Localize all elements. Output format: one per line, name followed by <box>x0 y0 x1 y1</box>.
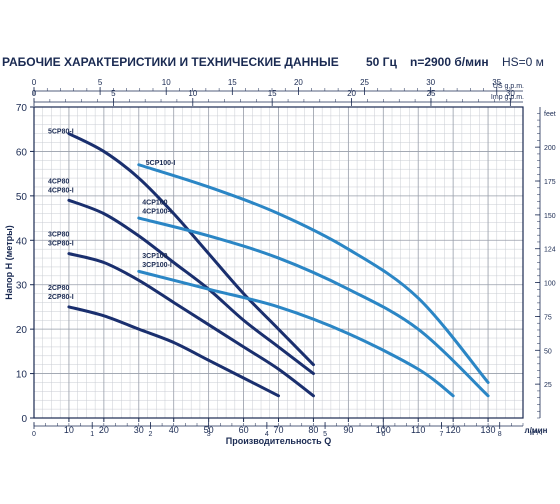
us-gpm-tick-label: 0 <box>32 78 37 87</box>
m3h-tick-label: 3 <box>207 431 211 438</box>
x-tick-label: 130 <box>481 425 496 435</box>
y-tick-label: 10 <box>16 370 28 381</box>
feet-tick-label: 200 <box>544 145 556 152</box>
m3h-tick-label: 5 <box>323 431 327 438</box>
imp-gpm-tick-label: 10 <box>188 89 197 98</box>
feet-tick-label: 150 <box>544 213 556 220</box>
speed-label: n=2900 б/мин <box>410 55 489 69</box>
x-axis-title: Производительность Q <box>226 436 331 446</box>
x-unit-label: л/мин <box>525 426 548 435</box>
m3h-tick-label: 4 <box>265 431 269 438</box>
y-tick-label: 20 <box>16 325 28 336</box>
y-tick-label: 70 <box>16 103 28 114</box>
y-tick-label: 40 <box>16 236 28 247</box>
pump-curve-4 <box>67 305 280 398</box>
imp-gpm-tick-label: 5 <box>111 89 116 98</box>
curve-label: 4CP100 <box>142 200 167 207</box>
curve-label: 3CP100-I <box>142 262 172 269</box>
curve-label: 4CP80-I <box>48 187 74 194</box>
imp-gpm-unit-label: Imp g.p.m. <box>491 94 524 101</box>
feet-tick-label: 75 <box>544 314 552 321</box>
y-tick-label: 60 <box>16 147 28 158</box>
x-tick-label: 90 <box>343 425 353 435</box>
feet-tick-label: 50 <box>544 348 552 355</box>
feet-unit-label: feet <box>544 111 556 118</box>
curve-label: 4CP100-I <box>142 209 172 216</box>
x-tick-label: 20 <box>99 425 109 435</box>
x-tick-label: 50 <box>204 425 214 435</box>
page-title: РАБОЧИЕ ХАРАКТЕРИСТИКИ И ТЕХНИЧЕСКИЕ ДАН… <box>2 55 339 69</box>
x-tick-label: 100 <box>376 425 391 435</box>
m3h-tick-label: 0 <box>32 431 36 438</box>
us-gpm-tick-label: 5 <box>98 78 103 87</box>
us-gpm-tick-label: 35 <box>492 78 501 87</box>
imp-gpm-tick-label: 15 <box>268 89 277 98</box>
x-tick-label: 80 <box>308 425 318 435</box>
m3h-tick-label: 8 <box>498 431 502 438</box>
curve-label: 5CP80-I <box>48 129 74 136</box>
x-tick-label: 70 <box>273 425 283 435</box>
x-tick-label: 120 <box>446 425 461 435</box>
x-tick-label: 110 <box>411 425 425 435</box>
suction-height-label: HS=0 м <box>502 55 544 69</box>
us-gpm-tick-label: 25 <box>360 78 369 87</box>
us-gpm-tick-label: 15 <box>228 78 237 87</box>
curve-label: 3CP80-I <box>48 241 74 248</box>
us-gpm-unit-label: US g.p.m. <box>493 83 524 90</box>
imp-gpm-tick-label: 25 <box>427 89 436 98</box>
curve-label: 2CP80 <box>48 285 70 292</box>
us-gpm-tick-label: 30 <box>426 78 435 87</box>
us-gpm-tick-label: 10 <box>162 78 171 87</box>
y-tick-label: 50 <box>16 192 28 203</box>
frequency-label: 50 Гц <box>366 55 397 69</box>
feet-tick-label: 100 <box>544 281 556 288</box>
curve-label: 5CP100-I <box>146 160 176 167</box>
pump-curve-3 <box>67 252 315 398</box>
major-grid <box>34 107 523 418</box>
y-axis-title: Напор H (метры) <box>4 225 14 300</box>
y-tick-label: 0 <box>21 414 27 425</box>
pump-curve-5 <box>137 163 490 384</box>
imp-gpm-tick-label: 0 <box>32 89 37 98</box>
x-tick-label: 60 <box>239 425 249 435</box>
imp-gpm-tick-label: 20 <box>347 89 356 98</box>
curve-label: 2CP80-I <box>48 294 74 301</box>
us-gpm-tick-label: 20 <box>294 78 303 87</box>
pump-curve-6 <box>137 216 490 398</box>
feet-tick-label: 124 <box>544 247 556 254</box>
pump-curve-1 <box>67 132 315 367</box>
curve-label: 4CP80 <box>48 178 70 185</box>
curve-label: 3CP100 <box>142 253 167 260</box>
y-tick-label: 30 <box>16 281 28 292</box>
m3h-unit-label: м³/ч <box>530 430 543 437</box>
feet-tick-label: 25 <box>544 382 552 389</box>
pump-curve-2 <box>67 198 315 376</box>
m3h-tick-label: 6 <box>381 431 385 438</box>
m3h-tick-label: 1 <box>90 431 94 438</box>
x-tick-label: 10 <box>64 425 74 435</box>
m3h-tick-label: 2 <box>148 431 152 438</box>
x-tick-label: 30 <box>134 425 144 435</box>
curve-label: 3CP80 <box>48 232 70 239</box>
m3h-tick-label: 7 <box>440 431 444 438</box>
feet-tick-label: 175 <box>544 179 556 186</box>
x-tick-label: 40 <box>169 425 179 435</box>
pump-curve-7 <box>137 269 455 398</box>
imp-gpm-tick-label: 30 <box>506 89 515 98</box>
